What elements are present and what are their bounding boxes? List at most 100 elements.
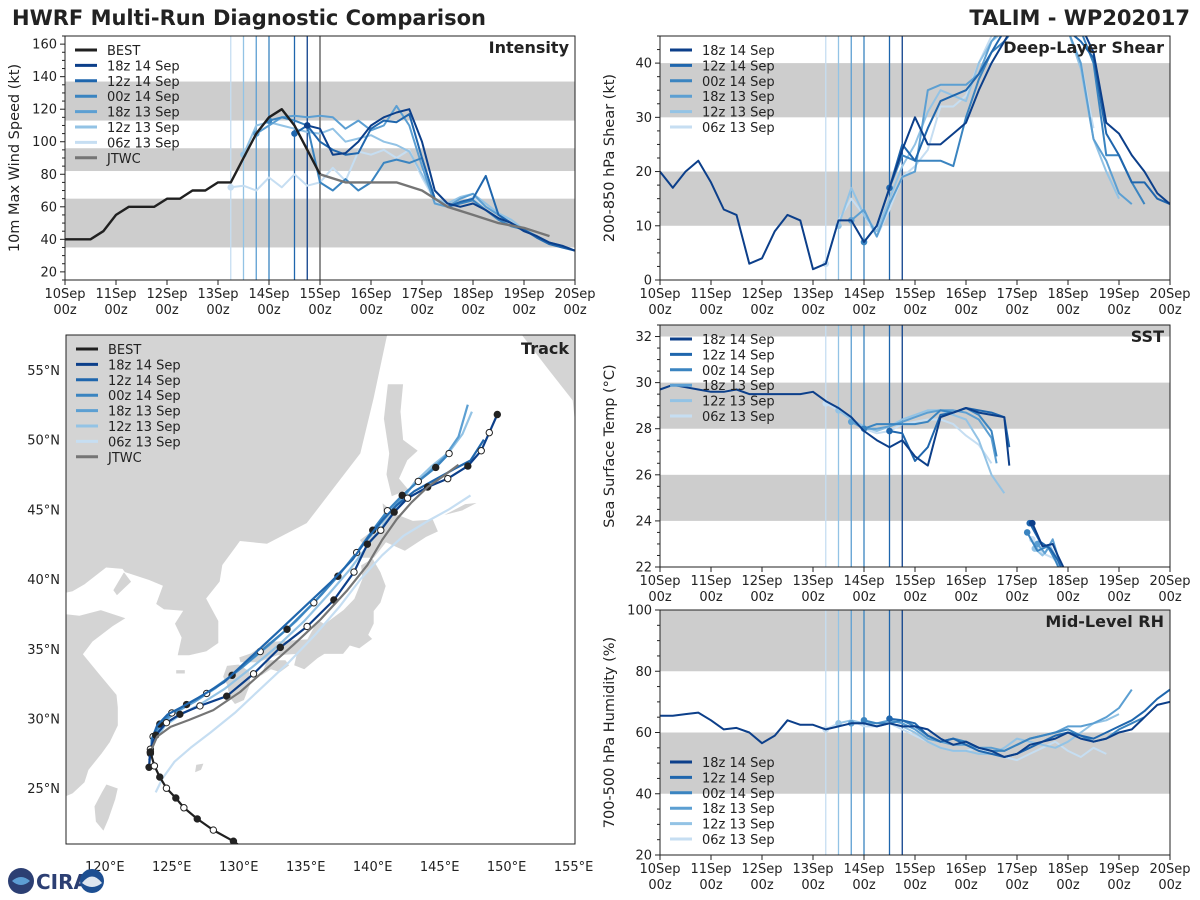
shear-xtick-label: 00z [1158,303,1182,318]
storm-title: TALIM - WP202017 [969,6,1190,30]
shear-xtick-label: 00z [1107,303,1131,318]
shear-ytick-label: 40 [635,57,652,72]
track-xtick-label: 130°E [219,860,259,875]
sst-ytick-label: 24 [635,514,652,529]
track-series-jtwc [149,463,460,753]
track-position-marker [176,710,184,719]
rh-init-marker [886,715,893,723]
intensity-xtick-label: 00z [512,303,536,318]
track-legend-best: BEST [108,343,141,358]
track-series-12z-14-sep [150,439,485,758]
rh-xtick-label: 11Sep [690,862,731,877]
intensity-xtick-label: 20Sep [554,287,595,302]
track-position-marker [223,692,231,700]
shear-xtick-label: 00z [1005,303,1029,318]
intensity-xtick-label: 00z [308,303,332,318]
sst-xtick-label: 14Sep [843,574,884,589]
intensity-xtick-label: 19Sep [503,287,544,302]
land-ryukyu [194,762,205,774]
track-position-marker [180,804,188,812]
track-ytick-label: 30°N [27,712,60,727]
sst-band-2 [660,325,1170,337]
shear-xtick-label: 00z [699,303,723,318]
rh-xtick-label: 00z [699,878,723,893]
land-asia-mainland [66,335,388,657]
intensity-series-18z-14-sep [307,108,575,252]
rh-plot-area [660,610,1170,855]
intensity-ytick-label: 40 [40,233,57,248]
shear-xtick-label: 16Sep [945,287,986,302]
shear-xtick-label: 00z [801,303,825,318]
rh-xtick-label: 00z [852,878,876,893]
intensity-legend-18z-14-sep: 18z 14 Sep [107,59,180,74]
track-position-marker [377,526,385,534]
track-position-marker [485,428,493,437]
shear-xtick-label: 14Sep [843,287,884,302]
sst-legend-06z-13-sep: 06z 13 Sep [702,410,775,425]
shear-ylabel: 200-850 hPa Shear (kt) [602,74,618,242]
intensity-ytick-label: 160 [32,38,57,53]
track-position-marker [196,702,204,710]
track-position-marker [454,0,460,3]
sst-init-marker [886,427,893,435]
intensity-xtick-label: 14Sep [248,287,289,302]
shear-panel: 01020304010Sep00z11Sep00z12Sep00z13Sep00… [602,35,1191,318]
intensity-xtick-label: 17Sep [401,287,442,302]
rh-xtick-label: 19Sep [1098,862,1139,877]
rh-legend-12z-13-sep: 12z 13 Sep [702,818,775,833]
rh-title: Mid-Level RH [1045,612,1164,631]
sst-xtick-label: 13Sep [792,574,833,589]
sst-xtick-label: 00z [1056,590,1080,605]
track-panel: 120°E 125°E 130°E 135°E 140°E 145°E 150°E 155°E… [27,0,593,875]
track-xtick-label: 140°E [353,860,393,875]
track-map-area [66,0,575,844]
land-kamchatka [520,335,575,426]
sst-xtick-label: 00z [648,590,672,605]
sst-xtick-label: 19Sep [1098,574,1139,589]
intensity-xtick-label: 00z [359,303,383,318]
intensity-xtick-label: 18Sep [452,287,493,302]
sst-ytick-label: 30 [635,376,652,391]
track-legend-18z-13-sep: 18z 13 Sep [108,405,181,420]
track-legend-00z-14-sep: 00z 14 Sep [108,389,181,404]
intensity-init-marker [227,183,235,191]
rh-xtick-label: 15Sep [894,862,935,877]
sst-series-18z-14-sep [660,383,1011,467]
intensity-xtick-label: 00z [257,303,281,318]
sst-series-12z-14-sep [1028,522,1062,567]
intensity-ylabel: 10m Max Wind Speed (kt) [7,64,23,252]
sst-xtick-label: 20Sep [1149,574,1190,589]
sst-xtick-label: 00z [954,590,978,605]
track-position-marker [444,474,452,483]
track-position-marker [431,463,440,472]
track-ytick-label: 55°N [27,364,60,379]
track-position-marker [146,748,155,756]
shear-xtick-label: 19Sep [1098,287,1139,302]
land-jeju [175,669,186,675]
shear-xtick-label: 00z [648,303,672,318]
track-title: Track [521,339,569,358]
intensity-xtick-label: 00z [563,303,587,318]
sst-xtick-label: 00z [1107,590,1131,605]
rh-series-18z-14-sep [660,700,1170,758]
sst-xtick-label: 00z [750,590,774,605]
shear-xtick-label: 11Sep [690,287,731,302]
sst-legend-00z-14-sep: 00z 14 Sep [702,364,775,379]
rh-xtick-label: 00z [750,878,774,893]
sst-ytick-label: 32 [635,330,652,345]
shear-xtick-label: 20Sep [1149,287,1190,302]
shear-xtick-label: 00z [954,303,978,318]
track-position-marker [464,462,472,470]
rh-xtick-label: 16Sep [945,862,986,877]
shear-xtick-label: 00z [1056,303,1080,318]
sst-plot-area [660,325,1170,567]
intensity-legend-best: BEST [107,44,140,59]
sst-legend-18z-13-sep: 18z 13 Sep [702,379,775,394]
shear-legend-12z-13-sep: 12z 13 Sep [702,106,775,121]
track-ytick-label: 35°N [27,643,60,658]
land-sakhalin [383,383,419,498]
intensity-xtick-label: 13Sep [197,287,238,302]
track-xtick-label: 135°E [286,860,326,875]
intensity-series-jtwc [319,173,550,238]
